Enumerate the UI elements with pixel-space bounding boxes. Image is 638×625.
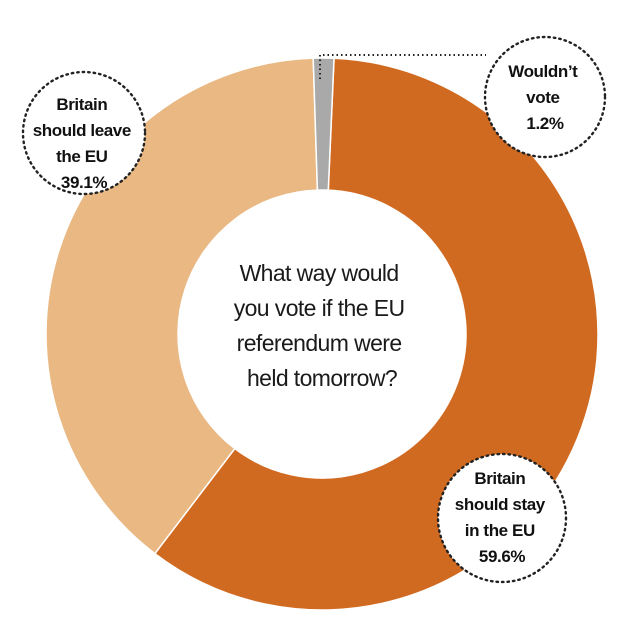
callout-wouldnt-vote-value: 1.2% [526,114,563,133]
callout-leave-line-2: should leave [33,121,131,140]
callout-stay-value: 59.6% [479,547,525,566]
callout-stay: Britain should stay in the EU 59.6% [436,452,568,584]
callout-leave-value: 39.1% [61,173,107,192]
chart-title: What way would you vote if the EU refere… [234,260,411,391]
callout-wouldnt-vote-circle [483,35,607,159]
chart-title-line-3: referendum were [237,330,402,356]
callout-wouldnt-vote: Wouldn’t vote 1.2% [483,35,607,159]
callout-stay-line-1: Britain [474,469,525,488]
callout-leave: Britain should leave the EU 39.1% [21,70,147,196]
callout-stay-line-2: should stay [455,495,546,514]
callout-wouldnt-vote-text: Wouldn’t vote 1.2% [508,62,582,133]
callout-stay-circle [436,452,568,584]
callout-leave-line-1: Britain [56,95,107,114]
chart-title-line-1: What way would [240,260,399,286]
callout-leave-text: Britain should leave the EU 39.1% [33,95,136,192]
callout-stay-line-3: in the EU [465,521,535,540]
callout-wouldnt-vote-line-1: Wouldn’t [508,62,578,81]
chart-title-line-2: you vote if the EU [234,295,405,321]
donut-hole [178,190,466,478]
callout-stay-text: Britain should stay in the EU 59.6% [455,469,549,566]
callout-leave-circle [21,70,147,196]
leader-line-wouldnt-vote [319,54,486,79]
callout-wouldnt-vote-line-2: vote [526,88,559,107]
callout-leave-line-3: the EU [56,147,108,166]
chart-title-line-4: held tomorrow? [247,365,397,391]
